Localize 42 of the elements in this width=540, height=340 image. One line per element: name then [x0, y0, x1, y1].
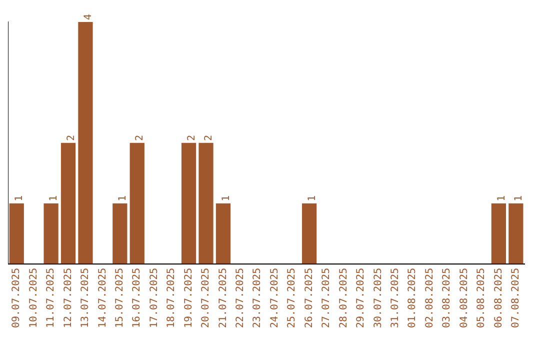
x-tick-label: 31.07.2025 — [390, 268, 401, 328]
x-tick-label: 18.07.2025 — [166, 268, 178, 328]
x-tick-label: 25.07.2025 — [286, 268, 298, 328]
x-tick-label: 17.07.2025 — [148, 268, 160, 328]
x-tick-label: 23.07.2025 — [252, 268, 264, 328]
data-label: 2 — [66, 134, 77, 141]
data-label: 2 — [186, 134, 198, 141]
x-tick-label: 30.07.2025 — [372, 268, 384, 328]
x-tick-label: 11.07.2025 — [46, 268, 57, 328]
x-tick-label: 05.08.2025 — [476, 268, 488, 328]
x-tick-label: 06.08.2025 — [493, 268, 504, 328]
x-tick-label: 21.07.2025 — [218, 268, 229, 328]
data-label: 4 — [83, 14, 94, 20]
x-tick-label: 03.08.2025 — [442, 268, 453, 328]
data-label: 1 — [496, 195, 508, 202]
x-tick-label: 28.07.2025 — [338, 268, 350, 328]
x-tick-label: 12.07.2025 — [62, 268, 74, 328]
data-label: 1 — [118, 195, 129, 202]
x-tick-label: 24.07.2025 — [269, 268, 280, 328]
x-tick-label: 01.08.2025 — [407, 268, 418, 328]
data-label: 2 — [134, 134, 146, 141]
x-tick-label: 04.08.2025 — [458, 268, 470, 328]
x-tick-label: 13.07.2025 — [80, 268, 92, 328]
data-label: 1 — [513, 195, 524, 202]
x-tick-label: 07.08.2025 — [510, 268, 522, 328]
x-tick-label: 29.07.2025 — [356, 268, 367, 328]
x-tick-label: 19.07.2025 — [183, 268, 194, 328]
x-tick-label: 02.08.2025 — [424, 268, 436, 328]
x-tick-label: 16.07.2025 — [132, 268, 143, 328]
data-label: 1 — [220, 195, 232, 202]
x-tick-label: 10.07.2025 — [28, 268, 40, 328]
x-tick-label: 22.07.2025 — [235, 268, 246, 328]
data-label: 1 — [48, 195, 60, 202]
data-label: 1 — [306, 195, 318, 202]
x-tick-label: 09.07.2025 — [11, 268, 22, 328]
x-tick-label: 26.07.2025 — [304, 268, 315, 328]
data-label: 1 — [14, 195, 26, 202]
x-tick-label: 20.07.2025 — [200, 268, 212, 328]
x-tick-label: 14.07.2025 — [97, 268, 108, 328]
x-tick-label: 15.07.2025 — [114, 268, 126, 328]
data-label: 2 — [204, 134, 215, 141]
x-tick-label: 27.07.2025 — [321, 268, 332, 328]
